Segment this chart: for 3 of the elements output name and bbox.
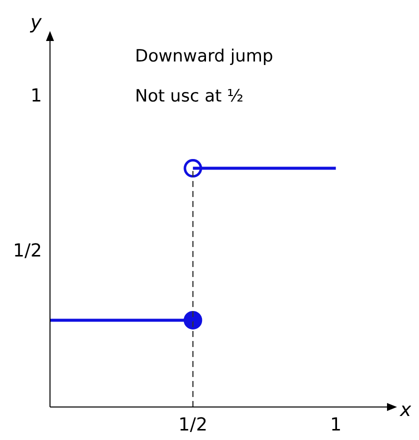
annotation: Not usc at ½ — [135, 86, 244, 106]
annotation: Downward jump — [135, 46, 274, 66]
y-axis-title: y — [29, 11, 42, 34]
